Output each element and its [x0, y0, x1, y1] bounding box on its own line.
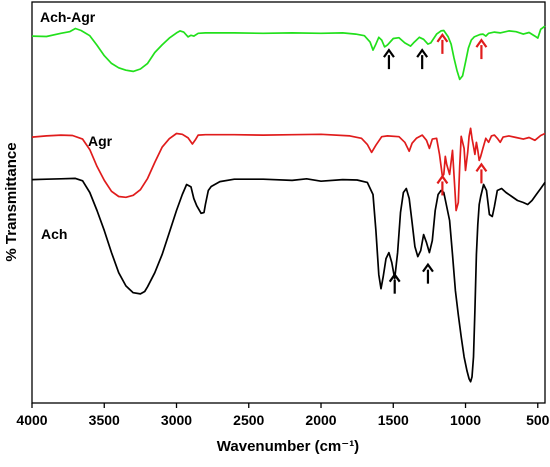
series-label-ach: Ach — [41, 226, 67, 242]
plot-frame — [31, 1, 546, 404]
series-label-agr: Agr — [88, 133, 113, 149]
series-line-agr — [31, 127, 546, 212]
x-tick-label: 1500 — [378, 412, 409, 428]
x-tick-label: 500 — [526, 412, 550, 428]
peak-arrow — [436, 32, 449, 54]
x-tick-label: 2500 — [233, 412, 264, 428]
peak-arrow — [436, 174, 449, 196]
x-axis-title: Wavenumber (cm⁻¹) — [217, 438, 359, 455]
x-tick-label: 2000 — [305, 412, 336, 428]
x-tick-label: 4000 — [16, 412, 47, 428]
series-line-ach — [31, 177, 546, 383]
x-tick-label: 1000 — [450, 412, 481, 428]
series-line-ach-agr — [31, 25, 546, 81]
arrow-layer — [383, 32, 488, 294]
peak-arrow — [383, 48, 395, 70]
peak-arrow — [388, 272, 401, 294]
y-axis-title: % Transmittance — [3, 142, 20, 261]
x-tick-label: 3000 — [161, 412, 192, 428]
series-layer — [31, 25, 546, 383]
x-axis-ticks: 4000 3500 3000 2500 2000 1500 1000 500 — [16, 403, 550, 428]
peak-arrow — [475, 38, 488, 60]
x-tick-label: 3500 — [89, 412, 120, 428]
peak-arrow — [416, 48, 429, 70]
series-label-ach-agr: Ach-Agr — [40, 9, 96, 25]
peak-arrow — [475, 162, 488, 184]
peak-arrow — [422, 262, 434, 284]
